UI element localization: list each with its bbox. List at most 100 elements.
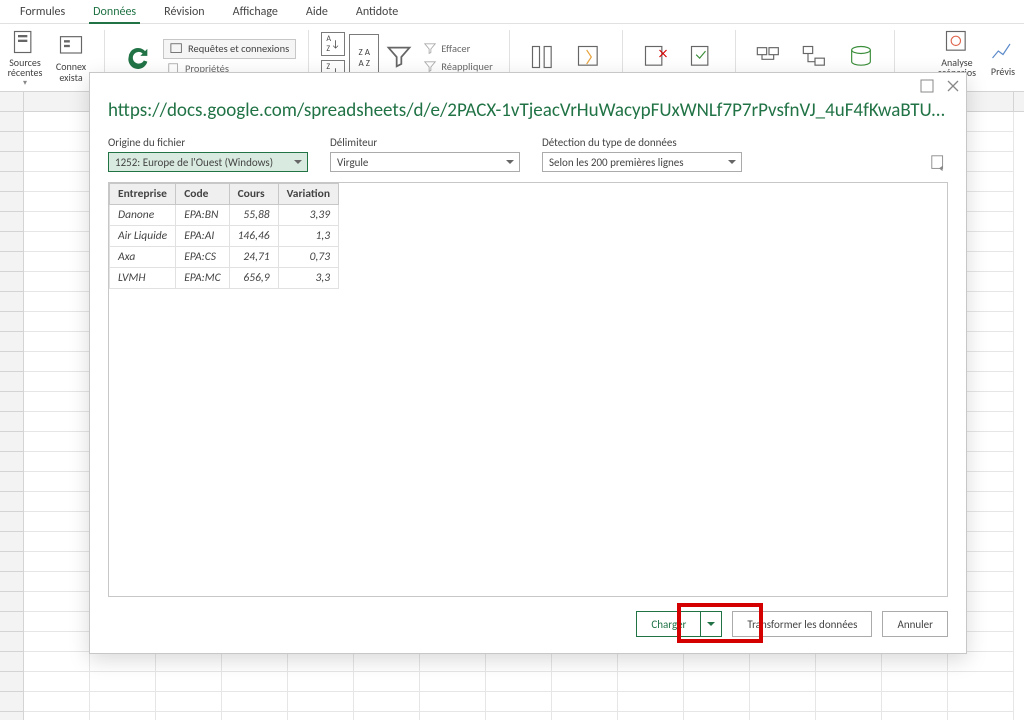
cell[interactable] [24, 552, 90, 572]
cell[interactable] [354, 692, 420, 712]
row-head[interactable] [0, 552, 24, 572]
cell[interactable] [24, 372, 90, 392]
cell[interactable] [618, 692, 684, 712]
row-head[interactable] [0, 192, 24, 212]
cancel-button[interactable]: Annuler [882, 611, 948, 637]
cell[interactable] [24, 632, 90, 652]
cell[interactable] [24, 132, 90, 152]
row-head[interactable] [0, 532, 24, 552]
cell[interactable] [486, 692, 552, 712]
close-icon[interactable] [946, 79, 960, 93]
cell[interactable] [816, 652, 882, 672]
ribbon-tab-révision[interactable]: Révision [150, 1, 218, 23]
sort-az-button[interactable]: AZ↓ [321, 32, 345, 56]
cell[interactable] [948, 652, 1014, 672]
row-head[interactable] [0, 392, 24, 412]
row-head[interactable] [0, 592, 24, 612]
cell[interactable] [750, 652, 816, 672]
row-head[interactable] [0, 272, 24, 292]
row-head[interactable] [0, 672, 24, 692]
ribbon-tab-antidote[interactable]: Antidote [342, 1, 412, 23]
row-head[interactable] [0, 232, 24, 252]
cell[interactable] [552, 672, 618, 692]
cell[interactable] [24, 312, 90, 332]
cell[interactable] [948, 692, 1014, 712]
ribbon-tab-formules[interactable]: Formules [6, 1, 79, 23]
cell[interactable] [684, 652, 750, 672]
cell[interactable] [882, 692, 948, 712]
row-head[interactable] [0, 632, 24, 652]
cell[interactable] [420, 672, 486, 692]
cell[interactable] [24, 292, 90, 312]
cell[interactable] [420, 692, 486, 712]
cell[interactable] [24, 672, 90, 692]
row-head[interactable] [0, 432, 24, 452]
row-head[interactable] [0, 352, 24, 372]
cell[interactable] [288, 692, 354, 712]
cell[interactable] [354, 672, 420, 692]
cell[interactable] [24, 472, 90, 492]
existing-connections-button[interactable]: Connexexista [50, 26, 92, 90]
cell[interactable] [24, 212, 90, 232]
cell[interactable] [24, 612, 90, 632]
row-head[interactable] [0, 132, 24, 152]
cell[interactable] [486, 652, 552, 672]
row-head[interactable] [0, 172, 24, 192]
cell[interactable] [882, 652, 948, 672]
cell[interactable] [552, 712, 618, 720]
cell[interactable] [750, 672, 816, 692]
maximize-icon[interactable] [920, 79, 934, 93]
refresh-preview-icon[interactable] [930, 154, 948, 172]
cell[interactable] [156, 672, 222, 692]
row-head[interactable] [0, 492, 24, 512]
cell[interactable] [24, 172, 90, 192]
cell[interactable] [24, 252, 90, 272]
cell[interactable] [288, 712, 354, 720]
cell[interactable] [882, 712, 948, 720]
row-head[interactable] [0, 652, 24, 672]
queries-connections-button[interactable]: Requêtes et connexions [163, 39, 296, 59]
cell[interactable] [90, 712, 156, 720]
cell[interactable] [948, 712, 1014, 720]
row-head[interactable] [0, 452, 24, 472]
row-head[interactable] [0, 252, 24, 272]
cell[interactable] [222, 652, 288, 672]
cell[interactable] [816, 672, 882, 692]
cell[interactable] [222, 712, 288, 720]
cell[interactable] [684, 712, 750, 720]
forecast-sheet-button[interactable]: Prévis [982, 26, 1024, 90]
cell[interactable] [24, 152, 90, 172]
cell[interactable] [24, 332, 90, 352]
cell[interactable] [420, 652, 486, 672]
row-head[interactable] [0, 472, 24, 492]
ribbon-tab-données[interactable]: Données [79, 1, 150, 23]
cell[interactable] [24, 412, 90, 432]
cell[interactable] [24, 392, 90, 412]
row-head[interactable] [0, 712, 24, 720]
cell[interactable] [486, 672, 552, 692]
row-head[interactable] [0, 212, 24, 232]
cell[interactable] [354, 652, 420, 672]
cell[interactable] [24, 492, 90, 512]
cell[interactable] [24, 572, 90, 592]
cell[interactable] [24, 352, 90, 372]
load-dropdown-button[interactable] [701, 611, 722, 637]
detect-dropdown[interactable]: Selon les 200 premières lignes [542, 152, 742, 172]
load-button[interactable]: Charger [636, 611, 701, 637]
ribbon-tab-aide[interactable]: Aide [292, 1, 342, 23]
cell[interactable] [24, 652, 90, 672]
cell[interactable] [24, 192, 90, 212]
cell[interactable] [750, 692, 816, 712]
cell[interactable] [618, 712, 684, 720]
row-head[interactable] [0, 312, 24, 332]
cell[interactable] [24, 452, 90, 472]
cell[interactable] [552, 652, 618, 672]
row-head[interactable] [0, 372, 24, 392]
recent-sources-button[interactable]: Sourcesrécentes ▾ [4, 26, 46, 90]
cell[interactable] [24, 592, 90, 612]
cell[interactable] [750, 712, 816, 720]
cell[interactable] [90, 652, 156, 672]
cell[interactable] [24, 432, 90, 452]
cell[interactable] [222, 692, 288, 712]
cell[interactable] [156, 652, 222, 672]
